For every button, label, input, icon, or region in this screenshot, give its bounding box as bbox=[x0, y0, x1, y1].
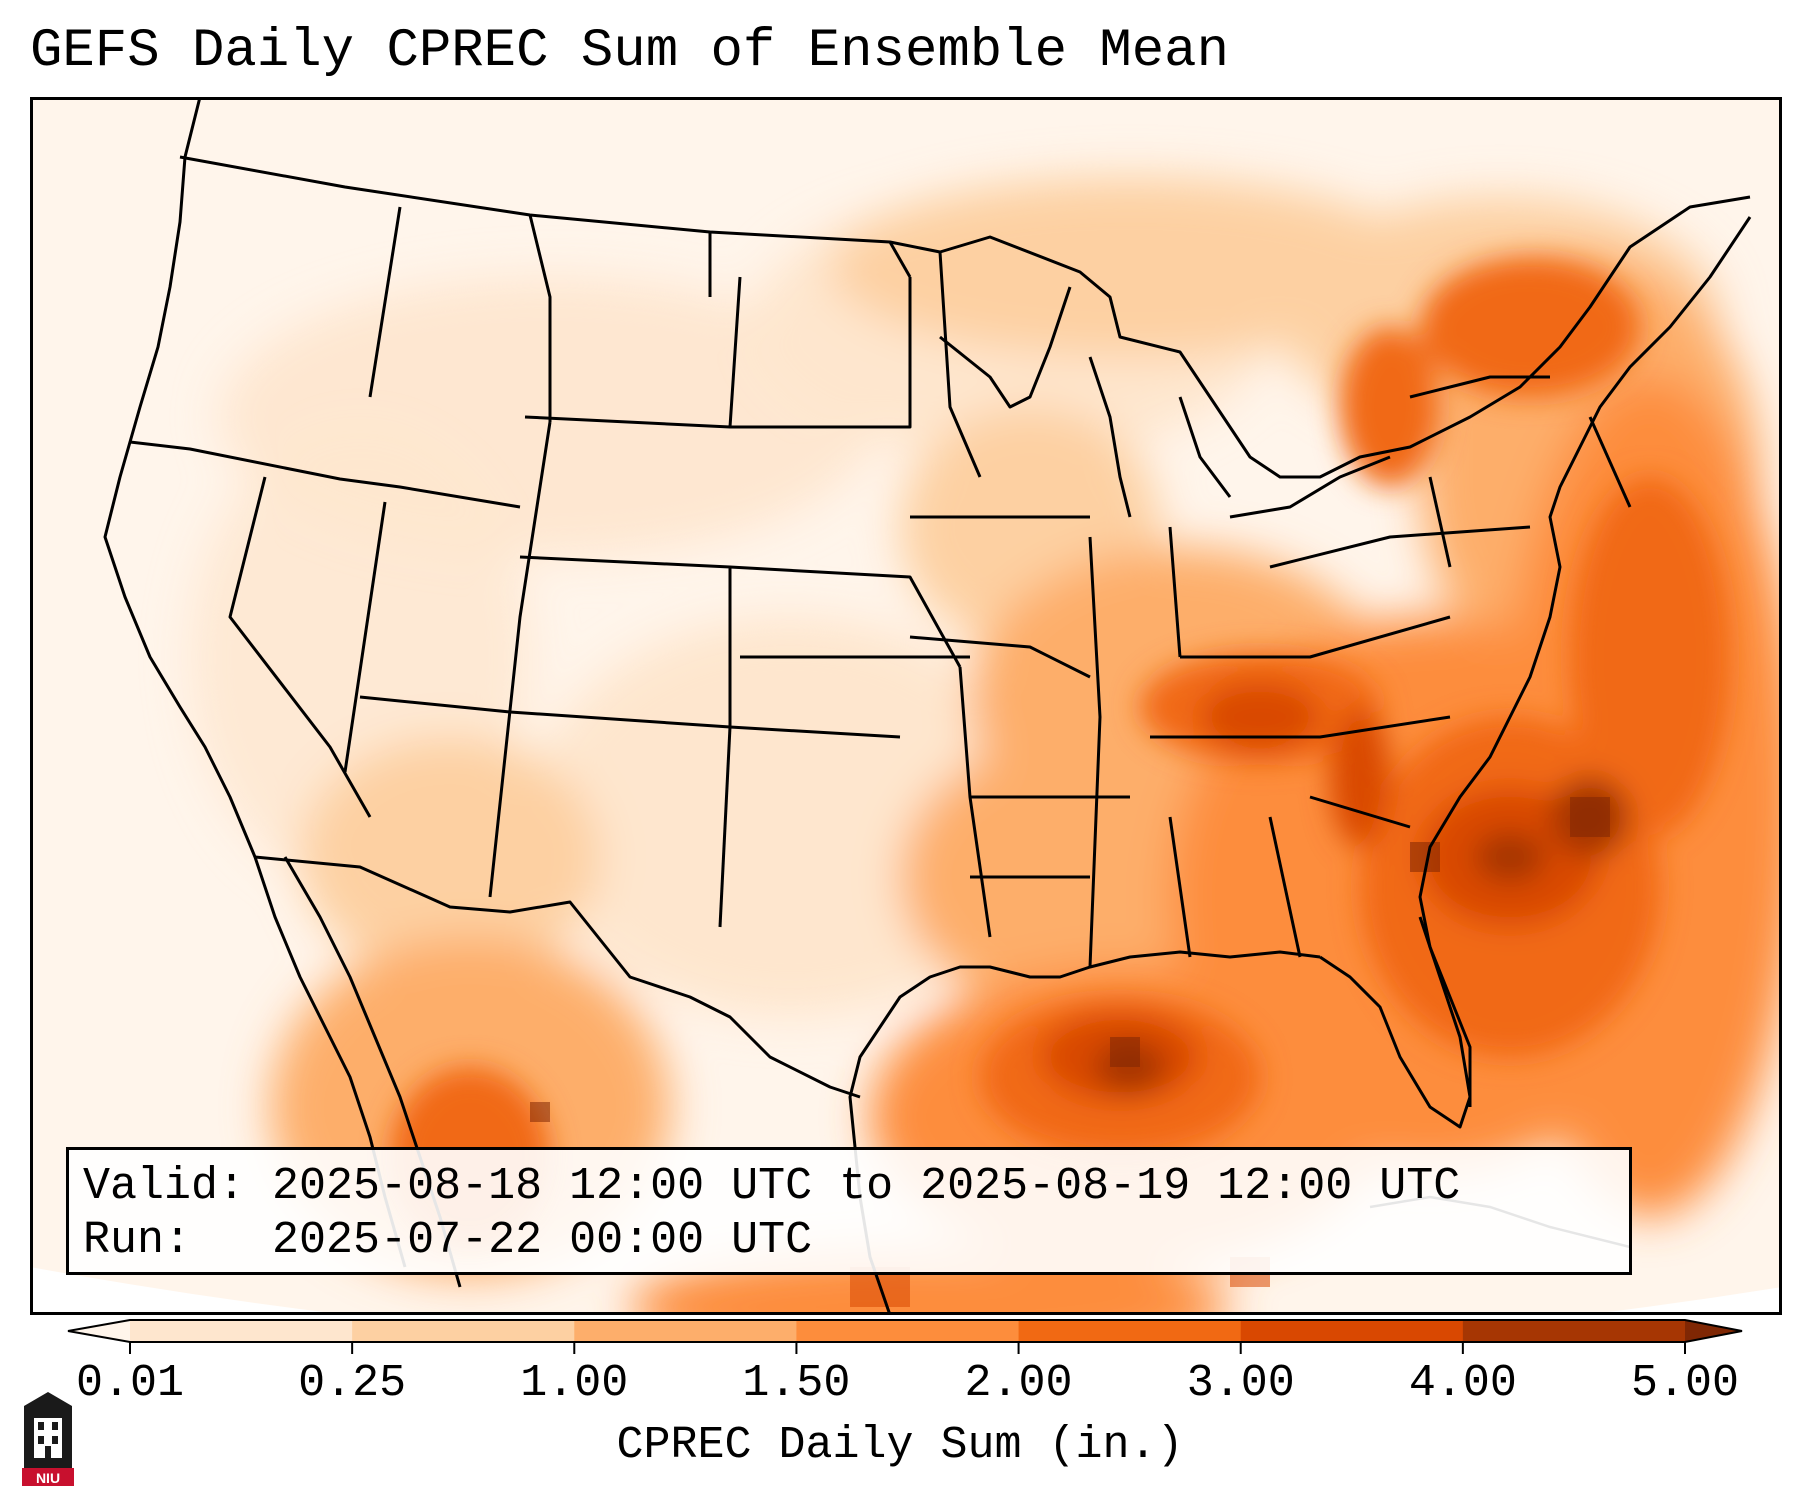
colorbar-tick-label: 3.00 bbox=[1186, 1358, 1295, 1409]
colorbar-over-arrow bbox=[1685, 1320, 1742, 1342]
colorbar-segment bbox=[796, 1320, 1020, 1342]
colorbar-segment bbox=[1462, 1320, 1686, 1342]
colorbar bbox=[67, 1319, 1743, 1354]
run-value: 2025-07-22 00:00 UTC bbox=[272, 1215, 813, 1266]
colorbar-segment bbox=[1018, 1320, 1242, 1342]
boundary-lines bbox=[103, 97, 1752, 1315]
colorbar-label: CPREC Daily Sum (in.) bbox=[616, 1420, 1184, 1471]
map-title: GEFS Daily CPREC Sum of Ensemble Mean bbox=[30, 21, 1229, 82]
colorbar-tick-label: 4.00 bbox=[1408, 1358, 1517, 1409]
run-label: Run: bbox=[83, 1215, 192, 1266]
svg-text:NIU: NIU bbox=[36, 1470, 60, 1486]
precip-field bbox=[190, 177, 1782, 1315]
colorbar-segment bbox=[130, 1320, 353, 1342]
colorbar-segment bbox=[1240, 1320, 1464, 1342]
valid-run-box: Valid: 2025-08-18 12:00 UTC to 2025-08-1… bbox=[66, 1147, 1632, 1275]
map-canvas bbox=[30, 97, 1782, 1315]
valid-value: 2025-08-18 12:00 UTC to 2025-08-19 12:00… bbox=[272, 1161, 1461, 1212]
colorbar-tick-label: 1.50 bbox=[742, 1358, 851, 1409]
colorbar-tick-label: 1.00 bbox=[520, 1358, 629, 1409]
precip-map bbox=[30, 97, 1782, 1315]
valid-label: Valid: bbox=[83, 1161, 246, 1212]
colorbar-under-arrow bbox=[68, 1320, 130, 1342]
map-frame bbox=[30, 97, 1782, 1315]
niu-logo-icon: NIU bbox=[22, 1392, 74, 1486]
colorbar-tick-label: 5.00 bbox=[1630, 1358, 1740, 1409]
colorbar-segment bbox=[574, 1320, 797, 1342]
colorbar-tick-label: 0.01 bbox=[75, 1358, 185, 1409]
colorbar-tick-label: 2.00 bbox=[964, 1358, 1073, 1409]
colorbar-tick-label: 0.25 bbox=[298, 1358, 407, 1409]
colorbar-segment bbox=[352, 1320, 575, 1342]
